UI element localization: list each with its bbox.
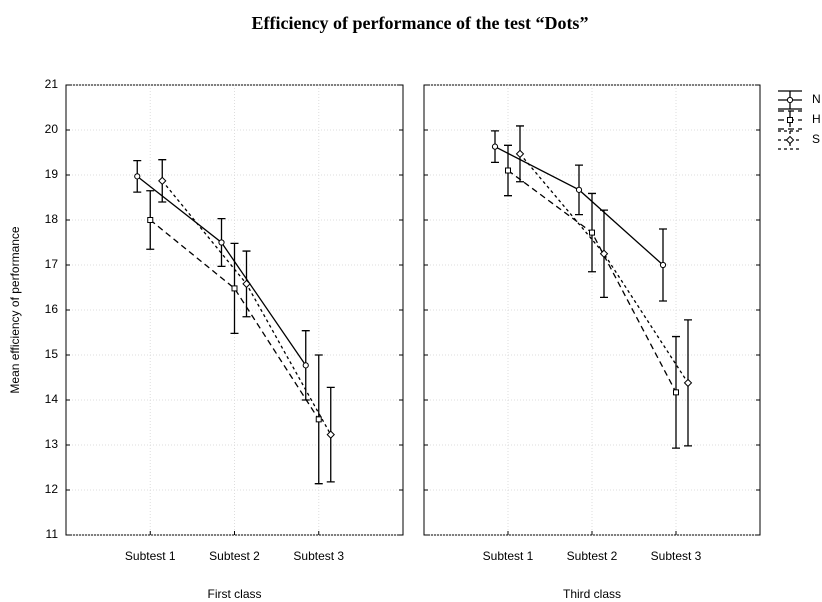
x-tick-label: Subtest 2 (567, 549, 618, 563)
y-tick-label: 18 (45, 212, 59, 226)
y-tick-label: 11 (46, 527, 59, 541)
x-tick-label: Subtest 1 (125, 549, 176, 563)
x-axis-label: Third class (563, 587, 621, 601)
y-tick-label: 21 (45, 77, 59, 91)
marker (515, 149, 525, 159)
y-tick-label: 13 (45, 437, 59, 451)
y-tick-label: 14 (45, 392, 59, 406)
series-line (149, 219, 320, 420)
marker (785, 135, 795, 145)
legend-label: N (812, 92, 821, 106)
x-axis-label: First class (208, 587, 262, 601)
series-line (519, 153, 689, 384)
marker (505, 167, 511, 174)
marker (786, 96, 794, 104)
y-tick-label: 12 (45, 482, 59, 496)
marker (326, 430, 335, 439)
y-tick-label: 20 (45, 122, 59, 136)
marker (589, 229, 595, 236)
marker (659, 261, 667, 269)
legend-label: S (812, 132, 820, 146)
marker (158, 176, 167, 186)
x-tick-label: Subtest 3 (651, 549, 702, 563)
legend-label: H (812, 112, 821, 126)
marker (787, 117, 793, 123)
series-line (136, 175, 307, 366)
marker (315, 416, 322, 423)
y-tick-label: 19 (45, 167, 59, 181)
y-axis-label: Mean efficiency of performance (8, 226, 22, 394)
marker (218, 239, 225, 246)
marker (575, 186, 583, 193)
y-tick-label: 17 (45, 257, 59, 271)
marker (147, 217, 154, 223)
x-tick-label: Subtest 2 (209, 549, 260, 563)
marker (302, 362, 309, 369)
marker (231, 285, 238, 292)
x-tick-label: Subtest 3 (293, 549, 344, 563)
x-tick-label: Subtest 1 (483, 549, 534, 563)
marker (491, 143, 499, 150)
marker (599, 249, 609, 258)
y-tick-label: 15 (45, 347, 59, 361)
marker (673, 389, 679, 396)
marker (683, 378, 693, 388)
marker (134, 173, 141, 180)
marker (242, 279, 251, 289)
y-tick-label: 16 (45, 302, 59, 316)
chart-title: Efficiency of performance of the test “D… (252, 13, 589, 33)
